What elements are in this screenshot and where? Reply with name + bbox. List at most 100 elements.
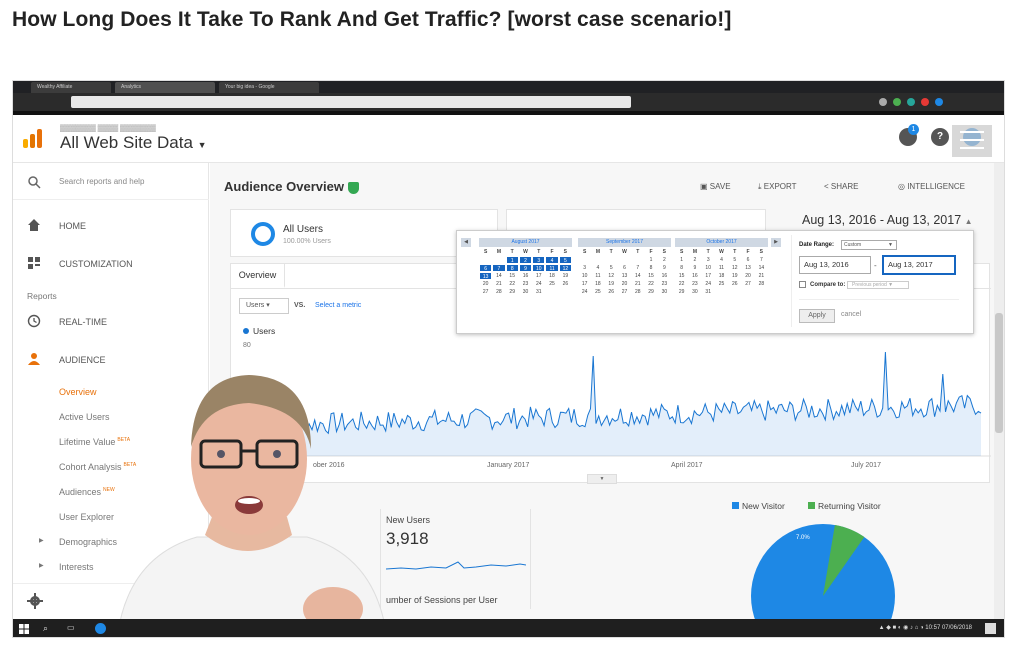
calendar-day[interactable]: 21 xyxy=(635,281,641,287)
share-button[interactable]: < SHARE xyxy=(824,182,858,191)
sidebar-sub-cohort-analysis[interactable]: Cohort Analysis BETA xyxy=(59,462,136,472)
sidebar-sub-overview[interactable]: Overview xyxy=(59,387,97,397)
calendar-day[interactable]: 29 xyxy=(678,289,685,295)
windows-start-icon[interactable] xyxy=(19,624,29,634)
calendar-day[interactable]: 24 xyxy=(705,281,711,287)
sidebar-sub-audiences[interactable]: Audiences NEW xyxy=(59,487,115,497)
calendar-day[interactable]: 31 xyxy=(536,289,542,295)
metric-select[interactable]: Users ▾ xyxy=(239,298,289,314)
scroll-thumb[interactable] xyxy=(995,313,1003,433)
calendar-day[interactable]: 2 xyxy=(518,256,533,264)
menu-icon[interactable] xyxy=(952,125,992,157)
calendar-day[interactable]: 10 xyxy=(532,264,546,272)
calendar-day[interactable]: 26 xyxy=(732,281,738,287)
calendar-day[interactable]: 6 xyxy=(479,264,493,272)
extension-icon[interactable] xyxy=(921,98,929,106)
calendar-day[interactable]: 28 xyxy=(635,289,641,295)
calendar-day[interactable]: 28 xyxy=(496,289,502,295)
calendar-day[interactable]: 2 xyxy=(693,257,697,263)
star-icon[interactable] xyxy=(879,98,887,106)
calendar-day[interactable]: 4 xyxy=(720,257,723,263)
calendar-day[interactable]: 8 xyxy=(649,265,653,271)
calendar-day[interactable]: 13 xyxy=(745,265,751,271)
calendar-day[interactable]: 25 xyxy=(595,289,601,295)
calendar-day[interactable]: 10 xyxy=(705,265,711,271)
calendar-day[interactable]: 27 xyxy=(621,289,628,295)
calendar-day[interactable]: 8 xyxy=(505,264,519,272)
calendar-day[interactable]: 16 xyxy=(661,273,668,279)
notification-center-icon[interactable] xyxy=(985,623,996,634)
video-frame[interactable]: Wealthy Affiliate Analytics Your big ide… xyxy=(12,80,1005,638)
extension-icon[interactable] xyxy=(893,98,901,106)
cancel-link[interactable]: cancel xyxy=(841,311,862,318)
browser-tab[interactable]: Your big idea - Google xyxy=(219,82,319,93)
calendar-day[interactable]: 27 xyxy=(482,289,489,295)
next-month-button[interactable]: ▶ xyxy=(771,238,781,247)
calendar-day[interactable]: 14 xyxy=(635,273,641,279)
calendar-day[interactable]: 5 xyxy=(609,265,613,271)
calendar-day[interactable]: 21 xyxy=(758,273,765,279)
calendar-day[interactable]: 18 xyxy=(595,281,601,287)
calendar-day[interactable]: 20 xyxy=(482,281,489,287)
calendar-day[interactable]: 17 xyxy=(705,273,711,279)
apply-button[interactable]: Apply xyxy=(799,309,835,323)
extension-icon[interactable] xyxy=(907,98,915,106)
browser-tab[interactable]: Wealthy Affiliate xyxy=(31,82,111,93)
calendar-day[interactable]: 25 xyxy=(549,281,555,287)
calendar-day[interactable]: 19 xyxy=(732,273,738,279)
calendar-day[interactable]: 15 xyxy=(509,273,515,279)
calendar-day[interactable]: 23 xyxy=(661,281,668,287)
extension-icon[interactable] xyxy=(935,98,943,106)
chrome-taskbar-icon[interactable] xyxy=(95,623,106,634)
calendar-day[interactable]: 7 xyxy=(636,265,640,271)
calendar-day[interactable]: 12 xyxy=(608,273,614,279)
calendar-day[interactable]: 9 xyxy=(518,264,533,272)
sidebar-sub-user-explorer[interactable]: User Explorer xyxy=(59,512,115,522)
calendar-day[interactable]: 20 xyxy=(745,273,751,279)
calendar-day[interactable]: 12 xyxy=(558,264,572,272)
segment-card[interactable]: All Users 100.00% Users xyxy=(230,209,498,257)
calendar-day[interactable]: 9 xyxy=(662,265,666,271)
settings-gear-icon[interactable] xyxy=(27,593,43,609)
calendar-day[interactable]: 31 xyxy=(705,289,711,295)
calendar-day[interactable]: 22 xyxy=(509,281,515,287)
help-icon[interactable]: ? xyxy=(931,128,949,146)
url-input[interactable] xyxy=(71,96,631,108)
compare-checkbox[interactable] xyxy=(799,281,806,288)
task-view-icon[interactable]: ▭ xyxy=(67,623,75,632)
calendar-day[interactable]: 9 xyxy=(693,265,697,271)
sidebar-sub-interests[interactable]: ▶ Interests xyxy=(39,562,94,572)
date-picker-popup[interactable]: ◀ August 2017 S M T W T F S 1 2 3 4 5 6 7 8 9 10 11 12 13 14… xyxy=(456,230,974,334)
calendar-day[interactable]: 14 xyxy=(496,273,502,279)
calendar-day[interactable]: 18 xyxy=(549,273,555,279)
users-line-chart[interactable] xyxy=(231,264,991,484)
calendar-day[interactable]: 6 xyxy=(746,257,750,263)
calendar-day[interactable]: 24 xyxy=(536,281,542,287)
calendar-day[interactable]: 21 xyxy=(496,281,502,287)
calendar-day[interactable]: 24 xyxy=(581,289,588,295)
calendar-day[interactable]: 19 xyxy=(562,273,569,279)
calendar-day[interactable]: 7 xyxy=(759,257,763,263)
calendar-day[interactable]: 13 xyxy=(621,273,628,279)
calendar-day[interactable]: 2 xyxy=(662,257,666,263)
visitor-pie-chart[interactable] xyxy=(748,521,898,638)
calendar-day[interactable]: 26 xyxy=(562,281,569,287)
calendar-day[interactable]: 8 xyxy=(680,265,684,271)
calendar-day[interactable]: 27 xyxy=(745,281,751,287)
calendar-day[interactable]: 11 xyxy=(545,264,559,272)
select-metric-link[interactable]: Select a metric xyxy=(315,302,362,309)
end-date-input[interactable]: Aug 13, 2017 xyxy=(882,255,956,275)
calendar-day[interactable]: 10 xyxy=(581,273,588,279)
calendar-day[interactable]: 30 xyxy=(661,289,668,295)
calendar-day[interactable]: 17 xyxy=(536,273,542,279)
calendar-day[interactable]: 16 xyxy=(692,273,698,279)
calendar-day[interactable]: 7 xyxy=(492,264,506,272)
calendar-day[interactable]: 12 xyxy=(732,265,738,271)
sidebar-sub-active-users[interactable]: Active Users xyxy=(59,412,110,422)
page-scrollbar[interactable] xyxy=(994,163,1004,619)
date-range-picker[interactable]: Aug 13, 2016 - Aug 13, 2017 ▲ xyxy=(802,213,973,227)
calendar-day[interactable]: 29 xyxy=(509,289,515,295)
calendar-day[interactable]: 15 xyxy=(648,273,654,279)
calendar-day[interactable]: 16 xyxy=(522,273,529,279)
property-selector[interactable]: All Web Site Data ▼ xyxy=(60,133,207,153)
